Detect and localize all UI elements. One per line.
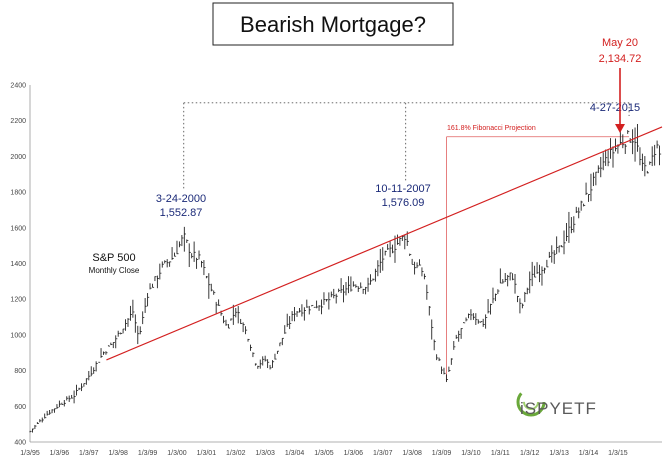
x-tick-label: 1/3/06 — [344, 450, 364, 457]
logo-swoosh-icon — [516, 387, 546, 417]
x-tick-label: 1/3/00 — [167, 450, 187, 457]
y-tick-label: 400 — [14, 440, 26, 447]
y-tick-label: 800 — [14, 368, 26, 375]
high-arrow-head — [615, 124, 625, 133]
x-tick-label: 1/3/04 — [285, 450, 305, 457]
y-tick-label: 1800 — [10, 190, 26, 197]
x-tick-label: 1/3/05 — [314, 450, 334, 457]
x-tick-labels: 1/3/95 1/3/96 1/3/97 1/3/98 1/3/99 1/3/00 1/3/… — [20, 450, 627, 457]
fib-label: 161.8% Fibonacci Projection — [447, 125, 536, 132]
y-tick-label: 1600 — [10, 225, 26, 232]
x-tick-label: 1/3/10 — [461, 450, 481, 457]
x-tick-label: 1/3/12 — [520, 450, 540, 457]
y-tick-label: 1000 — [10, 332, 26, 339]
x-tick-label: 1/3/95 — [20, 450, 40, 457]
annotation-high-date: May 20 — [602, 37, 638, 49]
x-tick-label: 1/3/03 — [255, 450, 275, 457]
y-tick-label: 2400 — [10, 83, 26, 90]
series-label: S&P 500 — [92, 252, 135, 264]
y-tick-label: 1400 — [10, 261, 26, 268]
x-tick-label: 1/3/14 — [579, 450, 599, 457]
x-tick-label: 1/3/98 — [108, 450, 128, 457]
trendline-layer — [106, 126, 663, 361]
y-tick-labels: 400 600 800 1000 1200 1400 1600 1800 2000 2200 240… — [10, 83, 26, 447]
title-box — [212, 2, 454, 46]
x-tick-label: 1/3/96 — [50, 450, 70, 457]
x-tick-label: 1/3/07 — [373, 450, 393, 457]
chart-title: Bearish Mortgage? — [240, 12, 426, 37]
y-tick-label: 1200 — [10, 297, 26, 304]
x-tick-label: 1/3/01 — [197, 450, 217, 457]
x-tick-label: 1/3/08 — [402, 450, 422, 457]
x-tick-label: 1/3/02 — [226, 450, 246, 457]
ispyetf-logo: iSPYETF — [516, 387, 597, 418]
x-tick-label: 1/3/09 — [432, 450, 452, 457]
logo-text: iSPYETF — [520, 399, 597, 418]
logo-swoosh-inner-icon — [523, 394, 539, 410]
x-tick-label: 1/3/11 — [491, 450, 510, 457]
x-tick-label: 1/3/15 — [608, 450, 628, 457]
x-tick-label: 1/3/99 — [138, 450, 158, 457]
annotation-peak-2015-date: 4-27-2015 — [590, 102, 640, 114]
annotation-peak-2007-date: 10-11-2007 — [375, 183, 430, 195]
price-series — [29, 124, 662, 433]
annotation-peak-2007-value: 1,576.09 — [382, 197, 425, 209]
y-tick-label: 600 — [14, 404, 26, 411]
x-tick-label: 1/3/97 — [79, 450, 99, 457]
annotation-peak-2000-value: 1,552.87 — [160, 207, 203, 219]
x-tick-label: 1/3/13 — [549, 450, 569, 457]
y-tick-label: 2000 — [10, 154, 26, 161]
annotation-peak-2000-date: 3-24-2000 — [156, 193, 206, 205]
y-tick-label: 2200 — [10, 118, 26, 125]
series-sublabel: Monthly Close — [89, 266, 140, 275]
fibonacci-bracket — [446, 136, 630, 382]
annotation-high-value: 2,134.72 — [599, 53, 642, 65]
dotted-connector — [183, 102, 630, 190]
trendline — [106, 126, 663, 361]
